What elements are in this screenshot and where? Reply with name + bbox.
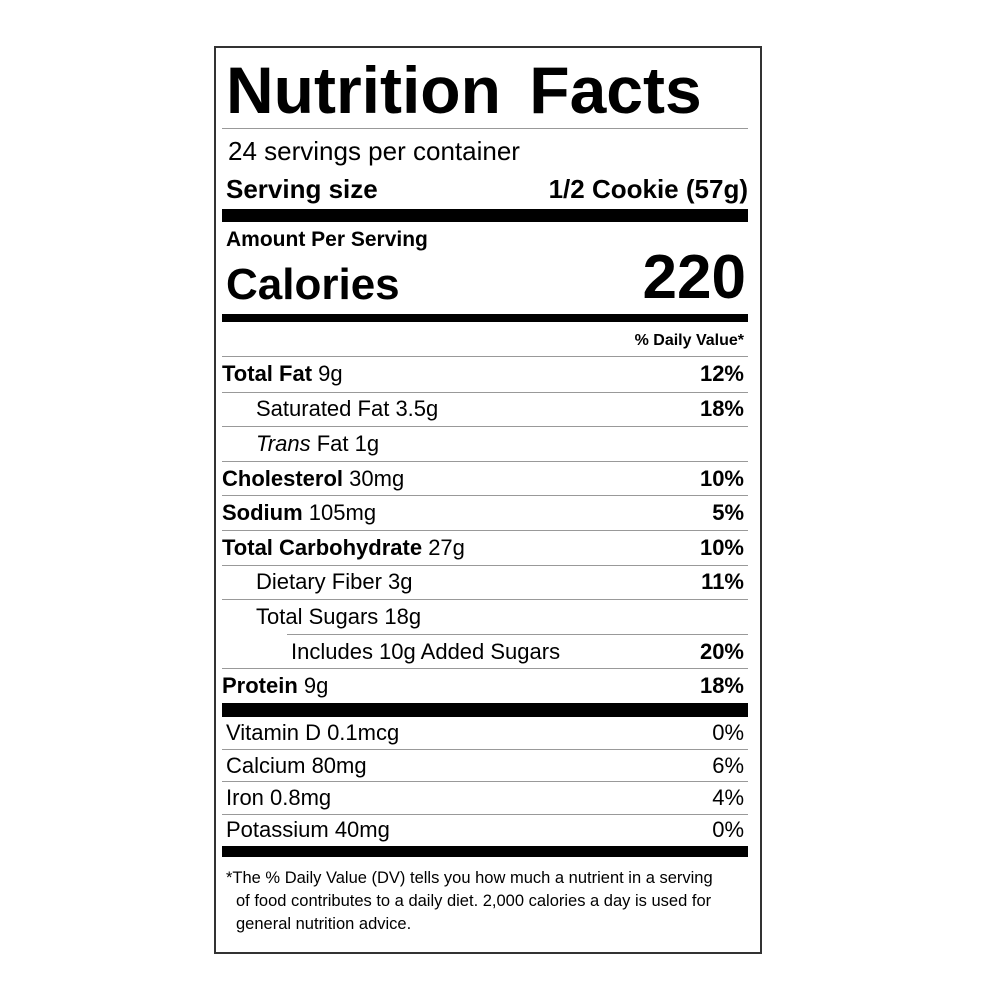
nutrient-amount: 9g (318, 361, 343, 387)
nutrient-dv: 10% (699, 465, 744, 491)
nutrient-dv: 5% (712, 500, 744, 526)
serving-size-label: Serving size (226, 174, 378, 204)
nutrient-dv: 10% (699, 534, 744, 560)
nutrient-name-italic: Trans (256, 430, 311, 456)
nutrient-name: Total Fat (222, 361, 313, 387)
nutrient-amount: 1g (354, 430, 380, 456)
vitamin-name: Vitamin D 0.1mcg (226, 720, 400, 746)
nutrient-amount: 3g (388, 569, 413, 595)
vitamin-dv: 0% (712, 817, 744, 843)
nutrient-dv: 12% (699, 361, 744, 387)
thick-rule (222, 209, 748, 222)
vitamin-dv: 4% (712, 785, 744, 811)
nutrient-name: Total Carbohydrate (222, 534, 423, 560)
vitamin-name: Potassium 40mg (226, 817, 390, 843)
serving-size: Serving size 1/2 Cookie (57g) (222, 169, 748, 209)
servings: 24 servings per container (228, 136, 520, 166)
vitamin-name: Iron 0.8mg (226, 785, 332, 811)
nutrient-amount: 18g (384, 603, 422, 629)
vitamin-dv: 0% (712, 720, 744, 746)
vitamin-row: Potassium 40mg 0% (222, 813, 748, 846)
nutrient-dv: 20% (699, 638, 744, 664)
nutrient-row: Total Sugars 18g (222, 599, 748, 634)
nutrient-amount: 105mg (308, 500, 377, 526)
nutrient-name: Saturated Fat (256, 396, 390, 422)
calories-value: 220 (642, 243, 746, 312)
amount-per-serving: Amount Per Serving (226, 228, 428, 251)
nutrient-name: Fat (316, 430, 349, 456)
nutrient-name: Cholesterol (222, 465, 344, 491)
thick-rule (222, 314, 748, 322)
thick-rule (222, 845, 748, 857)
nutrient-amount: 30mg (349, 465, 405, 491)
nutrient-row: Sodium 105mg 5% (222, 495, 748, 530)
nutrient-name: Includes 10g Added Sugars (291, 638, 561, 664)
nutrient-dv: 18% (699, 673, 744, 699)
vitamin-row: Vitamin D 0.1mcg 0% (222, 717, 748, 749)
nutrient-amount: 3.5g (395, 396, 439, 422)
calories-label: Calories (226, 260, 400, 309)
nutrient-row: Trans Fat 1g (222, 426, 748, 461)
nutrient-row: Saturated Fat 3.5g 18% (222, 391, 748, 427)
calories-block: Amount Per Serving Calories 220 (222, 222, 748, 314)
nutrient-row: Total Fat 9g 12% (222, 357, 748, 392)
footnote: *The % Daily Value (DV) tells you how mu… (226, 868, 713, 933)
thick-rule (222, 702, 748, 717)
nutrient-row: Total Carbohydrate 27g 10% (222, 529, 748, 565)
nutrient-row: Cholesterol 30mg 10% (222, 460, 748, 496)
vitamin-row: Iron 0.8mg 4% (222, 781, 748, 813)
nutrition-label: Nutrition Facts 24 servings per containe… (214, 46, 762, 954)
nutrient-row: Includes 10g Added Sugars 20% (287, 633, 748, 669)
nutrient-name: Sodium (222, 500, 303, 526)
vitamin-dv: 6% (712, 752, 744, 778)
nutrient-amount: 27g (428, 534, 465, 560)
title: Nutrition Facts (222, 48, 748, 129)
nutrient-row: Protein 9g 18% (222, 668, 748, 703)
serving-size-value: 1/2 Cookie (57g) (548, 174, 748, 204)
nutrient-dv: 18% (699, 396, 744, 422)
label-content: Nutrition Facts 24 servings per containe… (222, 48, 748, 936)
dv-header: % Daily Value* (222, 322, 748, 357)
nutrient-row: Dietary Fiber 3g 11% (222, 564, 748, 600)
nutrient-dv: 11% (701, 569, 744, 595)
vitamin-row: Calcium 80mg 6% (222, 749, 748, 781)
vitamin-name: Calcium 80mg (226, 752, 367, 778)
nutrient-name: Dietary Fiber (256, 569, 382, 595)
nutrient-amount: 9g (303, 673, 329, 699)
nutrient-name: Total Sugars (256, 603, 379, 629)
nutrient-name: Protein (222, 673, 298, 699)
